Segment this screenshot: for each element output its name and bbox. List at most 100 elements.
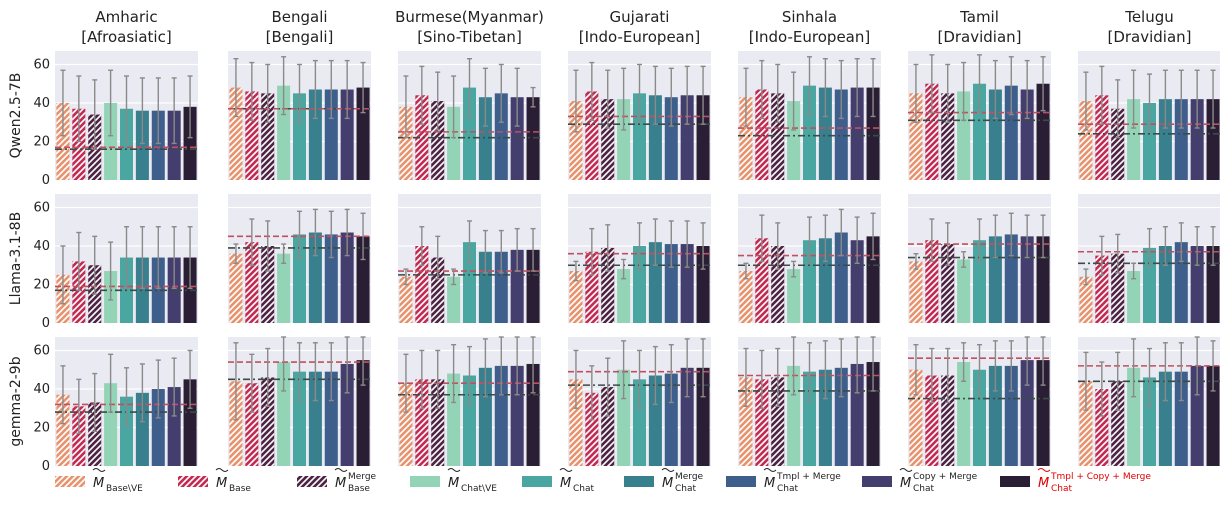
subplot xyxy=(228,194,371,323)
error-bar xyxy=(482,67,488,127)
error-bar xyxy=(108,241,114,301)
error-bar xyxy=(233,342,239,421)
bar-hatch xyxy=(415,379,429,466)
bar xyxy=(510,97,524,180)
error-bar xyxy=(775,222,781,270)
bar xyxy=(356,360,370,466)
subplot xyxy=(908,51,1051,180)
error-bar xyxy=(684,65,690,125)
error-bar xyxy=(1083,351,1089,411)
error-bar xyxy=(435,235,441,280)
column-title: Sinhala xyxy=(782,8,837,26)
bar-hatch xyxy=(88,402,102,466)
bar xyxy=(1190,99,1204,180)
error-bar xyxy=(451,268,457,286)
legend-item: M Chat xyxy=(522,468,595,494)
error-bar xyxy=(92,235,98,295)
error-bar xyxy=(60,69,66,137)
y-tick-label: 20 xyxy=(33,420,50,435)
error-bar xyxy=(482,338,488,398)
bar xyxy=(324,371,338,466)
error-bar xyxy=(1194,69,1200,129)
error-bar xyxy=(530,86,536,108)
bar xyxy=(1142,102,1157,180)
error-bar xyxy=(60,245,66,305)
error-bar xyxy=(1008,340,1014,392)
error-bar xyxy=(743,347,749,408)
bar xyxy=(1158,371,1172,466)
bar xyxy=(1004,365,1018,466)
bar-hatch xyxy=(415,95,429,180)
error-bar xyxy=(1040,336,1046,386)
legend-symbol: M xyxy=(448,476,459,491)
error-bar xyxy=(605,224,611,272)
error-bar xyxy=(1099,235,1105,276)
bar xyxy=(1158,99,1172,180)
y-tick-label: 60 xyxy=(33,200,50,215)
legend-superscript: Tmpl + Copy + Merge xyxy=(1050,472,1151,482)
bar-hatch xyxy=(245,91,259,180)
column-title: Gujarati xyxy=(610,8,670,26)
legend-symbol: M xyxy=(662,476,673,491)
bar xyxy=(866,87,880,180)
error-bar xyxy=(684,338,690,398)
bar xyxy=(696,367,710,466)
error-bar xyxy=(1024,59,1030,120)
legend-swatch xyxy=(726,476,756,487)
bar xyxy=(510,249,524,323)
error-bar xyxy=(498,63,504,123)
legend-symbol: M xyxy=(900,476,911,491)
bar xyxy=(818,87,832,180)
subplot xyxy=(568,51,711,180)
error-bar xyxy=(637,222,642,270)
bar-hatch xyxy=(925,240,939,323)
error-bar xyxy=(360,336,366,386)
error-bar xyxy=(1083,268,1089,286)
error-bar xyxy=(961,61,967,122)
bar-hatch xyxy=(1079,381,1093,466)
legend-item: M Base Merge xyxy=(297,468,377,494)
y-tick-label: 40 xyxy=(33,239,50,254)
subplot xyxy=(908,194,1051,323)
bar xyxy=(1127,99,1141,180)
subplot xyxy=(1078,51,1220,180)
bar-hatch xyxy=(229,381,243,466)
error-bar xyxy=(1115,233,1121,274)
bar xyxy=(632,379,647,466)
legend-subscript: Chat\VE xyxy=(461,484,497,494)
error-bar xyxy=(1131,69,1137,129)
bar-hatch xyxy=(941,93,955,180)
error-bar xyxy=(573,349,579,409)
bar-hatch xyxy=(601,247,615,323)
error-bar xyxy=(1115,79,1121,139)
error-bar xyxy=(621,258,627,280)
bar xyxy=(324,234,338,323)
error-bar xyxy=(328,210,334,259)
error-bar xyxy=(498,229,504,274)
tilde-mark xyxy=(215,468,229,472)
bar xyxy=(664,373,678,466)
error-bar xyxy=(929,347,935,404)
subplot xyxy=(398,51,541,180)
bar xyxy=(1174,242,1188,323)
error-bar xyxy=(668,344,674,404)
bar xyxy=(648,375,662,466)
error-bar xyxy=(419,226,425,266)
error-bar xyxy=(791,336,797,396)
bar xyxy=(787,365,801,466)
error-bar xyxy=(249,353,255,413)
bar xyxy=(787,101,801,180)
error-bar xyxy=(807,342,812,402)
column-titles: Amharic [Afroasiatic] Bengali [Bengali] Burm… xyxy=(81,8,1191,46)
legend-item: M Base\VE xyxy=(55,468,143,494)
bar xyxy=(308,371,322,466)
error-bar xyxy=(92,372,98,433)
bar-hatch xyxy=(755,89,769,180)
bar-hatch xyxy=(245,383,259,466)
subplot xyxy=(398,194,541,323)
error-bar xyxy=(589,227,595,276)
bar xyxy=(183,106,197,180)
bar xyxy=(494,365,508,466)
error-bar xyxy=(573,260,579,282)
bar xyxy=(972,83,987,180)
